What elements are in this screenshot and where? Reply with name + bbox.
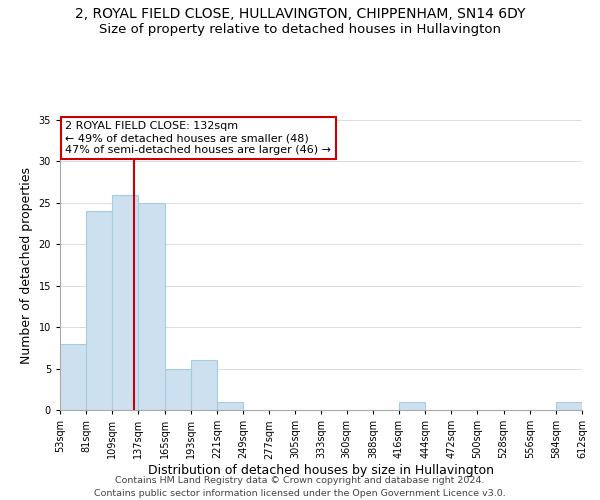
Bar xyxy=(139,203,164,410)
Text: Size of property relative to detached houses in Hullavington: Size of property relative to detached ho… xyxy=(99,22,501,36)
Text: Contains HM Land Registry data © Crown copyright and database right 2024.
Contai: Contains HM Land Registry data © Crown c… xyxy=(94,476,506,498)
Text: 2 ROYAL FIELD CLOSE: 132sqm
← 49% of detached houses are smaller (48)
47% of sem: 2 ROYAL FIELD CLOSE: 132sqm ← 49% of det… xyxy=(65,122,331,154)
Bar xyxy=(86,211,112,410)
Bar xyxy=(191,360,217,410)
Text: 2, ROYAL FIELD CLOSE, HULLAVINGTON, CHIPPENHAM, SN14 6DY: 2, ROYAL FIELD CLOSE, HULLAVINGTON, CHIP… xyxy=(75,8,525,22)
Bar xyxy=(112,194,139,410)
Bar xyxy=(399,402,425,410)
Bar xyxy=(217,402,243,410)
Y-axis label: Number of detached properties: Number of detached properties xyxy=(20,166,33,364)
X-axis label: Distribution of detached houses by size in Hullavington: Distribution of detached houses by size … xyxy=(148,464,494,477)
Bar xyxy=(556,402,582,410)
Bar xyxy=(164,368,191,410)
Bar xyxy=(60,344,86,410)
